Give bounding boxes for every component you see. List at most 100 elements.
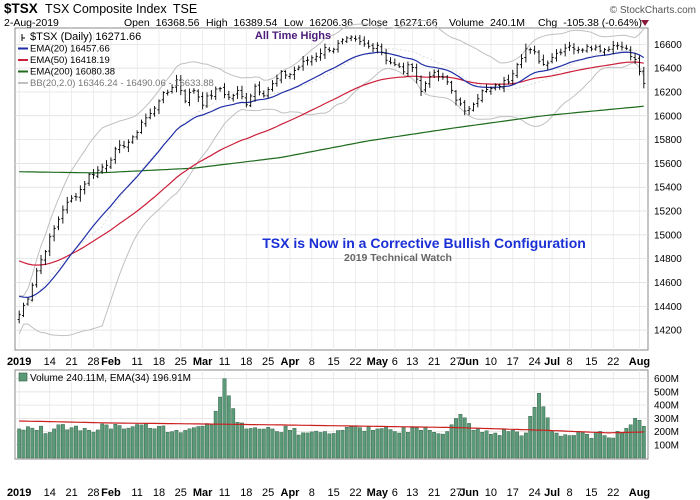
price-bar [26,297,30,306]
volume-bar [331,433,336,459]
legend-item-ema50: EMA(50) 16418.19 [18,55,110,66]
price-bar [83,180,87,195]
price-bar [362,36,366,47]
volume-bar [318,432,323,459]
volume-bar [157,426,161,459]
bollinger-bands [18,19,645,337]
volume-bar [427,430,432,459]
x-tick-label: 6 [392,356,398,368]
price-bar [35,267,39,288]
price-bar [602,48,607,56]
price-bar [318,48,323,61]
price-bar [30,282,34,302]
x-tick-label: 11 [219,487,230,499]
price-bar [231,93,235,102]
volume-bar [288,430,292,459]
volume-bar [598,431,603,459]
volume-bar [283,425,288,459]
volume-bar [213,410,218,459]
price-tick-label: 16000 [654,111,682,122]
volume-bar [165,432,170,459]
price-bar [367,40,371,49]
x-tick-label: Apr [281,356,301,368]
x-tick-label: Aug [629,487,650,499]
down-arrow-icon [641,20,649,26]
price-bar [174,74,179,93]
price-bar [458,97,462,107]
x-tick-label: 18 [240,356,252,368]
volume-bar [558,435,563,459]
volume-bar [100,423,105,459]
price-panel [14,27,649,351]
price-bar [179,75,183,96]
x-tick-label: 6 [392,487,398,499]
price-bar [454,90,458,106]
price-bar [476,93,480,108]
volume-bar [524,432,528,459]
volume-bar [253,427,258,459]
index-name: TSX Composite Index [45,2,167,16]
price-bar [541,54,545,66]
volume-bar [108,428,113,459]
exchange: TSE [173,2,197,16]
price-bar [550,53,554,64]
price-bar [253,83,257,102]
volume-bar [471,430,476,459]
x-tick-label: 25 [175,487,187,499]
price-bar [546,60,550,70]
price-bar [436,69,441,82]
volume-bar [56,424,61,459]
price-bar [637,55,642,76]
volume-bar [388,429,393,459]
price-bar [388,57,393,65]
volume-bar [235,422,240,459]
price-tick-label: 15800 [654,135,682,146]
price-bar [594,44,598,51]
x-tick-label: 22 [349,356,361,368]
price-bar [152,106,157,117]
volume-bar [248,428,253,459]
x-tick-label: Jun [459,487,479,499]
volume-bar [266,427,271,459]
volume-legend: Volume 240.11M, EMA(34) 196.91M [30,373,191,384]
x-tick-label: 10 [485,487,497,499]
volume-bar [441,433,445,459]
chart-annotation-title: TSX is Now in a Corrective Bullish Confi… [262,235,586,251]
price-bar [56,216,61,231]
x-tick-label: 25 [175,356,187,368]
legend-label: EMA(20) 16457.66 [30,44,110,55]
price-bar [598,44,602,53]
volume-bar [17,428,22,459]
volume-bar [143,423,148,459]
bb-lower-line [18,62,645,337]
price-bar [118,140,122,154]
price-bar [371,43,375,53]
price-bar [340,38,345,45]
price-bar [270,80,275,92]
price-bar [297,65,301,71]
price-y-axis: 14200 14400 14600 14800 15000 15200 15400 15600… [654,40,682,337]
price-bar [423,81,428,93]
volume-bar [231,408,236,459]
volume-bar [563,434,568,459]
volume-bar [187,428,192,459]
price-bar [611,40,615,55]
volume-bar [244,428,249,459]
volume-bar [585,434,589,459]
legend-item-ema200: EMA(200) 16080.38 [18,67,115,78]
volume-bar [537,393,541,459]
price-bar [375,42,379,54]
volume-bar [502,429,506,459]
x-tick-label: 17 [507,487,519,499]
x-tick-label: 15 [585,356,597,368]
price-bar [607,46,611,52]
volume-bar [183,430,188,459]
x-tick-label: 8 [566,356,572,368]
x-tick-label: 15 [585,487,597,499]
price-bar [205,92,209,108]
quote-values: Open 16368.56 High 16389.54 Low 16206.36… [124,17,642,29]
volume-bar [87,430,92,459]
volume-bar [510,430,515,459]
volume-bar [113,424,118,459]
price-bar [74,192,78,201]
